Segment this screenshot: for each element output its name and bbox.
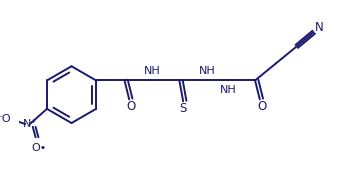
Text: NH: NH [144, 66, 160, 76]
Text: N: N [315, 21, 324, 34]
Text: NH: NH [220, 85, 237, 95]
Text: NH: NH [198, 66, 215, 76]
Text: O: O [126, 101, 136, 113]
Text: O: O [257, 101, 266, 113]
Text: S: S [180, 102, 187, 115]
Text: ⁻O: ⁻O [0, 114, 11, 124]
Text: O•: O• [32, 143, 47, 153]
Text: N⁺: N⁺ [23, 119, 37, 129]
